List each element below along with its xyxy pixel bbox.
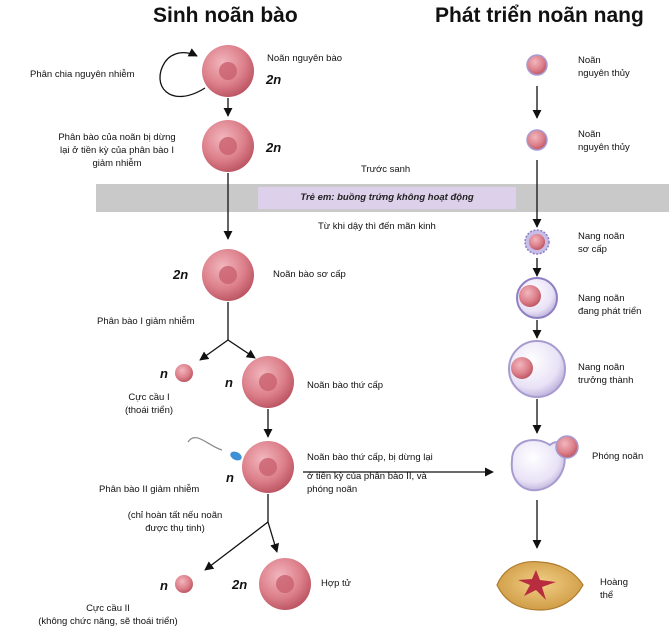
meiosis1-label: Phân bào I giảm nhiễm (97, 316, 195, 327)
ploidy-polar1: n (160, 366, 168, 381)
ovulation-label: Phóng noãn (592, 451, 644, 462)
mature-follicle-label-line1: Nang noãn (578, 362, 625, 373)
ploidy-arrested: 2n (266, 140, 282, 155)
follicle2-label: Noãn nguyên thủy (578, 128, 630, 154)
developing-follicle-label-line2: đang phát triển (578, 306, 642, 317)
completion-note: (chỉ hoàn tất nếu noãn được thụ tinh) (110, 509, 240, 535)
polar1-label-line2: (thoái triển) (124, 405, 174, 416)
secondary-oocyte-cell (242, 356, 294, 408)
right-title: Phát triển noãn nang (435, 4, 644, 27)
developing-follicle (516, 277, 558, 319)
primary-follicle (524, 229, 550, 255)
polar2-label: Cực cầu II (không chức năng, sẽ thoái tr… (18, 602, 198, 628)
completion-note-line2: được thụ tinh) (145, 523, 205, 534)
follicle1-label: Noãn nguyên thủy (578, 54, 630, 80)
primary-follicle-label-line2: sơ cấp (578, 244, 607, 255)
arrest-label-line3: giảm nhiễm (92, 158, 142, 169)
polar2-label-line1: Cực cầu II (86, 603, 130, 614)
primary-oocyte-label: Noãn bào sơ cấp (273, 269, 346, 280)
follicle1-label-line2: nguyên thủy (578, 68, 630, 79)
ploidy-arrested-secondary: n (226, 470, 234, 485)
arrow-to-zygote (267, 521, 280, 553)
follicle2-label-line2: nguyên thủy (578, 142, 630, 153)
ovulating-follicle (510, 435, 579, 492)
arrested-oocyte-cell (202, 120, 254, 172)
arrest-label-line2: lại ở tiền kỳ của phân bào I (60, 145, 174, 156)
follicle2-label-line1: Noãn (578, 129, 601, 140)
ploidy-oogonium: 2n (266, 72, 282, 87)
polar1-label-line1: Cực cầu I (128, 392, 170, 403)
zygote-label: Hợp tử (321, 578, 352, 589)
zygote-cell (259, 558, 311, 610)
arrow-to-polar1 (199, 339, 229, 361)
arrest2-label-line1: Noãn bào thứ cấp, bị dừng lại (307, 452, 433, 463)
childhood-band-text: Trẻ em: buồng trứng không hoạt động (300, 192, 474, 203)
mature-follicle-label: Nang noãn trưởng thành (578, 361, 633, 387)
polar-body-2 (175, 575, 193, 593)
mature-follicle (508, 340, 566, 398)
ploidy-zygote: 2n (232, 577, 248, 592)
secondary-oocyte-label: Noãn bào thứ cấp (307, 380, 384, 391)
corpus-luteum (496, 560, 584, 611)
arrested-secondary-oocyte-cell (242, 441, 294, 493)
polar-body-1 (175, 364, 193, 382)
ploidy-secondary: n (225, 375, 233, 390)
oogonium-label: Noãn nguyên bào (267, 53, 343, 64)
arrow-to-polar2 (204, 521, 269, 571)
corpus-luteum-label: Hoàng thể (600, 576, 628, 602)
meiosis2-label: Phân bào II giảm nhiễm (99, 484, 200, 495)
primary-follicle-label-line1: Nang noãn (578, 231, 625, 242)
arrest-label: Phân bào của noãn bị dừng lại ở tiền kỳ … (42, 131, 192, 170)
before-birth-label: Trước sanh (361, 164, 411, 175)
polar1-label: Cực cầu I (thoái triển) (104, 391, 194, 417)
polar2-label-line2: (không chức năng, sẽ thoái triển) (38, 616, 178, 627)
left-title: Sinh noãn bào (153, 4, 298, 27)
childhood-band-box (258, 187, 516, 209)
mitosis-label: Phân chia nguyên nhiễm (30, 69, 135, 80)
sperm-icon (187, 437, 242, 461)
completion-note-line1: (chỉ hoàn tất nếu noãn (127, 510, 223, 521)
follicle1-label-line1: Noãn (578, 55, 601, 66)
mature-follicle-label-line2: trưởng thành (578, 375, 634, 386)
arrest2-label-line3: phóng noãn (307, 484, 358, 495)
arrest-label-line1: Phân bào của noãn bị dừng (58, 132, 176, 143)
arrest2-label-line2: ở tiền kỳ của phân bào II, và (307, 471, 427, 482)
ploidy-polar2: n (160, 578, 168, 593)
primordial-follicle-1 (526, 54, 548, 76)
oogonium-cell (202, 45, 254, 97)
primordial-follicle-2 (526, 129, 548, 151)
primary-oocyte-cell (202, 249, 254, 301)
developing-follicle-label: Nang noãn đang phát triển (578, 292, 641, 318)
mitosis-loop-arrow (159, 48, 206, 98)
corpus-luteum-label-line2: thể (600, 590, 614, 601)
arrow-to-secondary (227, 339, 256, 359)
ploidy-primary: 2n (173, 267, 189, 282)
primary-follicle-label: Nang noãn sơ cấp (578, 230, 624, 256)
developing-follicle-label-line1: Nang noãn (578, 293, 625, 304)
puberty-label: Từ khi dậy thì đến mãn kinh (318, 221, 436, 232)
corpus-luteum-label-line1: Hoàng (600, 577, 628, 588)
arrest2-label: Noãn bào thứ cấp, bị dừng lại ở tiền kỳ … (307, 451, 487, 496)
